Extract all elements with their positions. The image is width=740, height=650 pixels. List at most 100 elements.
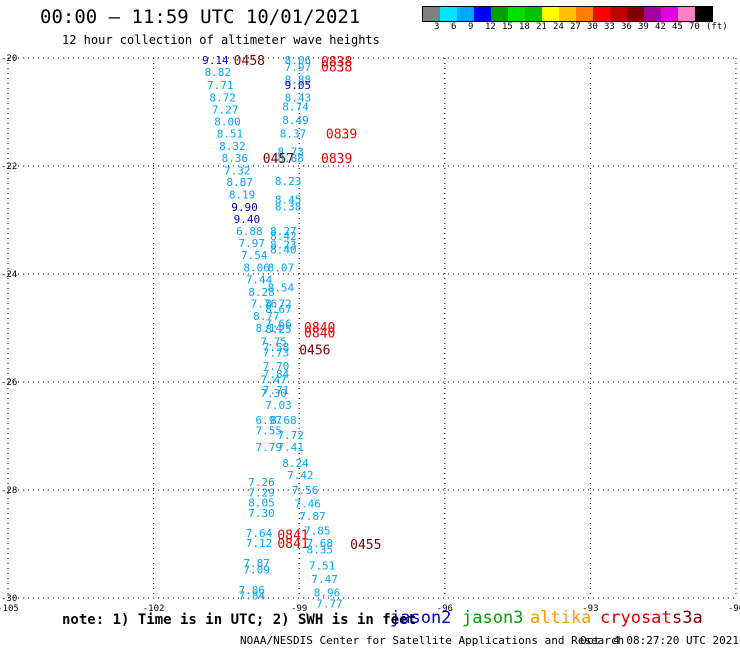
wave-height-value: 8.96: [314, 587, 341, 600]
wave-height-value: 7.56: [292, 484, 319, 497]
wave-height-value: 7.84: [239, 589, 266, 602]
wave-height-value: 8.24: [282, 457, 309, 470]
wave-height-value: 7.64: [246, 527, 273, 540]
wave-height-value: 8.25: [265, 323, 292, 336]
wave-height-value: 8.23: [270, 238, 297, 251]
wave-height-value: 7.30: [248, 507, 274, 520]
wave-height-value: 8.28: [248, 286, 274, 299]
legend-label: 18: [519, 22, 530, 32]
y-tick-label: -30: [1, 594, 17, 604]
wave-height-value: 7.55: [256, 425, 283, 438]
wave-height-value: 8.68: [270, 414, 297, 427]
wave-height-value: 7.26: [248, 476, 274, 489]
wave-height-value: 8.35: [306, 543, 333, 556]
legend-swatch: [593, 7, 610, 21]
legend-label: 30: [587, 22, 598, 32]
legend-swatch: [474, 7, 491, 21]
pass-time-label: 0841: [277, 528, 308, 543]
legend-label: 33: [604, 22, 615, 32]
wave-height-value: 8.06: [285, 54, 312, 67]
wave-height-value: 8.87: [226, 176, 253, 189]
wave-height-value: 7.47: [311, 573, 338, 586]
legend-label: 6: [451, 22, 457, 32]
wave-height-value: 9.90: [231, 201, 258, 214]
wave-height-value: 7.68: [306, 537, 333, 550]
wave-height-value: 8.42: [270, 230, 297, 243]
wave-height-value: 7.51: [309, 560, 336, 573]
legend-swatch: [508, 7, 525, 21]
wave-height-value: 8.74: [282, 101, 309, 114]
satellite-name-jason2: jason2: [390, 608, 452, 628]
legend-label: 9: [468, 22, 474, 32]
wave-height-value: 8.05: [248, 496, 274, 509]
pass-time-label: 0838: [321, 55, 352, 70]
wave-height-value: 7.66: [265, 318, 292, 331]
pass-time-label: 0841: [277, 537, 308, 552]
satellite-name-s3a: s3a: [672, 608, 703, 628]
wave-height-value: 7.87: [299, 510, 326, 523]
satellite-name-jason3: jason3: [462, 608, 524, 628]
legend-label: (ft): [706, 22, 728, 32]
pass-time-label: 0839: [321, 152, 352, 167]
legend-swatch: [627, 7, 644, 21]
wave-height-value: 6.97: [256, 414, 283, 427]
wave-height-value: 6.88: [236, 225, 263, 238]
wave-height-value: 8.72: [265, 298, 292, 311]
wave-height-value: 7.70: [263, 360, 290, 373]
x-tick-label: -105: [0, 604, 19, 614]
y-tick-label: -26: [1, 378, 17, 388]
wave-height-value: 7.77: [316, 597, 343, 610]
wave-height-value: 8.43: [285, 91, 312, 104]
x-tick-label: -93: [582, 604, 598, 614]
wave-height-value: 7.47: [260, 373, 287, 386]
wave-height-value: 7.41: [277, 441, 304, 454]
satellite-name-cryosat: cryosat: [600, 608, 672, 628]
wave-height-value: 8.73: [277, 145, 304, 158]
wave-height-value: 8.88: [285, 74, 312, 87]
wave-height-value: 7.76: [251, 298, 278, 311]
wave-height-value: 7.85: [304, 525, 331, 538]
x-tick-label: -90: [728, 604, 740, 614]
legend-swatch: [440, 7, 457, 21]
wave-height-value: 7.27: [212, 103, 239, 116]
wave-height-value: 8.00: [214, 116, 241, 129]
wave-height-value: 8.19: [229, 189, 256, 202]
wave-height-value: 7.79: [256, 441, 283, 454]
wave-height-value: 8.54: [268, 282, 295, 295]
legend-swatch: [661, 7, 678, 21]
legend-label: 45: [672, 22, 683, 32]
legend-label: 12: [485, 22, 496, 32]
wave-height-value: 8.40: [270, 244, 297, 257]
y-tick-label: -28: [1, 486, 17, 496]
wave-height-value: 7.32: [224, 164, 251, 177]
credit-text: NOAA/NESDIS Center for Satellite Applica…: [240, 634, 625, 647]
x-tick-label: -102: [143, 604, 165, 614]
legend-label: 21: [536, 22, 547, 32]
wave-height-value: 7.46: [294, 498, 321, 511]
legend-swatch: [678, 7, 695, 21]
pass-time-label: 0839: [326, 128, 357, 143]
legend-swatch: [423, 7, 440, 21]
wave-height-value: 7.09: [243, 563, 269, 576]
legend-swatch: [525, 7, 542, 21]
wave-height-value: 9.40: [234, 213, 261, 226]
wave-height-value: 7.84: [263, 368, 290, 381]
wave-height-value: 7.97: [239, 237, 265, 250]
wave-height-value: 8.77: [253, 310, 279, 323]
pass-time-label: 0840: [304, 326, 335, 341]
wave-height-value: 8.82: [205, 66, 232, 79]
chart-title: 00:00 – 11:59 UTC 10/01/2021: [40, 6, 361, 28]
legend-label: 27: [570, 22, 581, 32]
x-tick-label: -99: [291, 604, 307, 614]
pass-time-label: 0456: [299, 344, 330, 359]
wave-height-value: 7.42: [287, 469, 314, 482]
wave-height-value: 7.58: [263, 341, 290, 354]
y-tick-label: -20: [1, 54, 17, 64]
wave-height-value: 9.14: [202, 54, 229, 67]
wave-height-value: 8.45: [275, 193, 302, 206]
pass-time-label: 0457: [263, 152, 294, 167]
wave-height-value: 7.44: [246, 273, 273, 286]
wave-height-value: 8.36: [222, 152, 249, 165]
